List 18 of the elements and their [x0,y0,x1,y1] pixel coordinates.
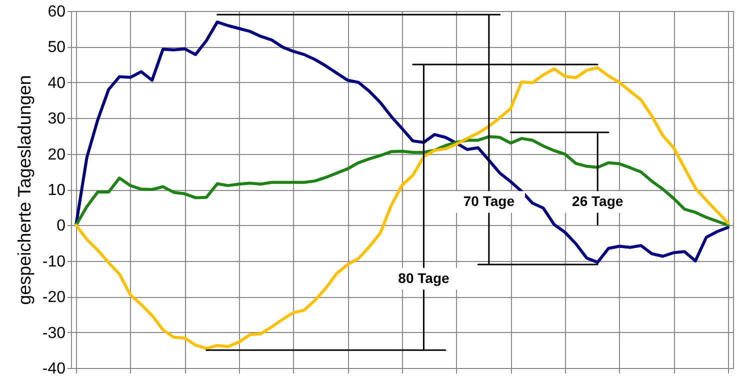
y-tick-label: -30 [42,324,66,342]
y-tick-label: 40 [48,74,66,92]
y-tick-label: -20 [42,289,66,306]
data-label: 80 Tage [398,270,450,286]
y-axis-title: gespeicherte Tagesladungen [14,75,34,305]
y-tick-label: 60 [48,4,66,20]
y-tick-label: -10 [42,253,66,270]
y-tick-label: 30 [48,110,66,128]
y-tick-label: 0 [56,218,66,235]
data-label: 26 Tage [572,192,624,209]
data-label: 70 Tage [463,192,515,209]
y-tick-label: 10 [48,182,66,199]
line-series [74,66,730,350]
y-tick-label: 20 [48,146,66,164]
y-tick-label: 50 [48,39,66,56]
y-tick-label: -40 [42,360,66,377]
line-series [74,135,730,227]
line-series [74,20,730,264]
